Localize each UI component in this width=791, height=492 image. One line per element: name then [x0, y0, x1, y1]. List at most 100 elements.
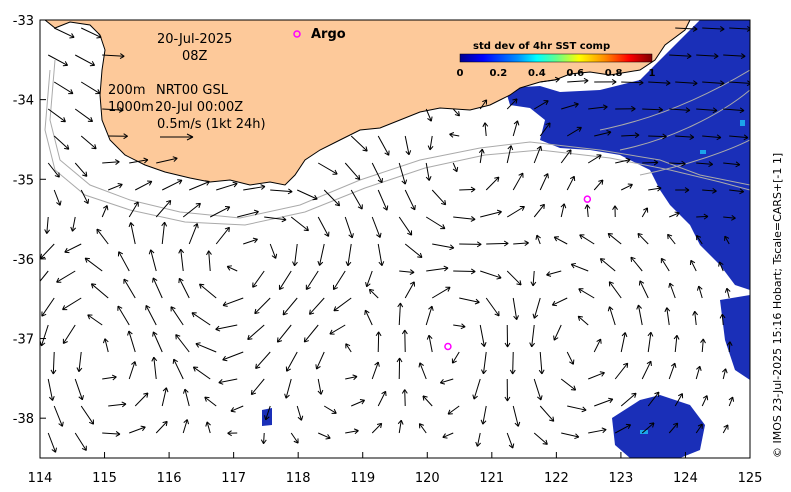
current-arrow	[104, 338, 109, 353]
current-arrowhead	[357, 204, 363, 210]
current-arrow	[637, 233, 649, 245]
current-arrowhead	[692, 80, 698, 87]
current-arrow	[449, 133, 460, 137]
current-arrowhead	[724, 287, 731, 293]
current-arrowhead	[409, 281, 416, 287]
x-tick-label: 123	[608, 471, 633, 486]
current-arrowhead	[543, 173, 549, 179]
current-arrowhead	[378, 261, 385, 267]
scale-label: 0.5m/s (1kt 24h)	[157, 117, 266, 132]
current-arrow	[265, 405, 271, 420]
current-arrow	[577, 315, 589, 326]
current-arrowhead	[509, 369, 516, 375]
current-arrowhead	[440, 199, 447, 206]
current-arrowhead	[686, 53, 692, 59]
current-arrowhead	[712, 107, 718, 114]
current-arrow	[594, 131, 612, 137]
current-arrow	[480, 211, 502, 218]
current-arrow	[567, 80, 589, 83]
current-arrow	[620, 332, 626, 353]
current-arrowhead	[703, 213, 709, 220]
current-arrow	[513, 242, 529, 245]
current-arrowhead	[128, 222, 135, 228]
current-arrowhead	[96, 228, 102, 234]
current-arrowhead	[713, 53, 719, 59]
current-arrowhead	[384, 150, 390, 156]
current-arrow	[316, 351, 325, 370]
current-arrow	[218, 378, 238, 384]
current-arrow	[366, 270, 373, 287]
current-arrow	[539, 351, 543, 374]
current-arrow	[667, 234, 676, 245]
current-arrow	[398, 162, 406, 185]
current-arrowhead	[581, 406, 587, 413]
current-arrow	[539, 405, 555, 422]
current-arrowhead	[89, 61, 96, 67]
current-arrow	[593, 338, 602, 353]
current-arrow	[46, 216, 49, 234]
current-arrowhead	[151, 356, 158, 362]
current-arrow	[533, 297, 541, 319]
current-arrow	[726, 288, 730, 299]
current-arrowhead	[560, 203, 567, 209]
current-arrowhead	[253, 209, 259, 216]
current-arrowhead	[401, 179, 408, 185]
current-arrow	[512, 351, 514, 375]
current-arrow	[208, 250, 211, 272]
current-arrow	[453, 324, 466, 328]
current-arrowhead	[664, 307, 671, 313]
argo-float-marker	[583, 195, 592, 203]
current-arrow	[222, 297, 244, 306]
current-arrow	[377, 135, 390, 156]
current-arrowhead	[305, 284, 311, 290]
current-arrow	[425, 108, 432, 122]
current-arrow	[567, 405, 587, 411]
current-arrow	[369, 288, 379, 299]
current-arrow	[91, 283, 109, 299]
current-arrowhead	[227, 430, 232, 437]
current-arrowhead	[281, 216, 287, 223]
current-arrow	[279, 270, 292, 290]
current-arrowhead	[480, 419, 487, 425]
current-arrow	[560, 378, 576, 391]
current-arrowhead	[91, 144, 97, 150]
current-arrow	[130, 222, 136, 245]
current-arrowhead	[70, 226, 77, 232]
current-arrow	[532, 270, 535, 286]
current-arrowhead	[532, 313, 539, 319]
current-arrow	[216, 182, 238, 191]
current-arrowhead	[84, 257, 90, 263]
current-arrowhead	[78, 395, 84, 401]
current-arrow	[546, 270, 562, 276]
current-arrowhead	[553, 236, 559, 242]
current-arrowhead	[696, 285, 703, 291]
current-arrow	[506, 145, 512, 164]
current-arrowhead	[147, 180, 153, 186]
current-arrowhead	[293, 438, 299, 444]
current-arrowhead	[204, 180, 210, 186]
colorbar-tick-label: 0	[457, 68, 464, 79]
current-arrowhead	[569, 359, 575, 365]
current-arrow	[696, 215, 708, 218]
current-arrowhead	[625, 157, 631, 164]
current-arrow	[696, 235, 703, 245]
current-arrowhead	[627, 183, 633, 189]
current-arrowhead	[368, 288, 375, 295]
current-arrow	[305, 270, 319, 290]
current-arrowhead	[685, 107, 691, 114]
current-arrow	[209, 206, 230, 218]
current-arrow	[123, 278, 136, 299]
current-arrowhead	[264, 415, 270, 421]
current-arrowhead	[114, 159, 120, 165]
current-arrow	[621, 134, 640, 137]
current-arrow	[84, 257, 103, 272]
current-arrow	[282, 297, 298, 316]
current-arrowhead	[95, 89, 101, 95]
current-arrow	[155, 200, 172, 218]
current-arrowhead	[513, 315, 519, 321]
current-arrow	[432, 243, 454, 249]
current-arrow	[426, 267, 449, 272]
current-arrowhead	[546, 271, 552, 277]
current-arrowhead	[218, 379, 224, 385]
current-arrow	[459, 297, 480, 303]
